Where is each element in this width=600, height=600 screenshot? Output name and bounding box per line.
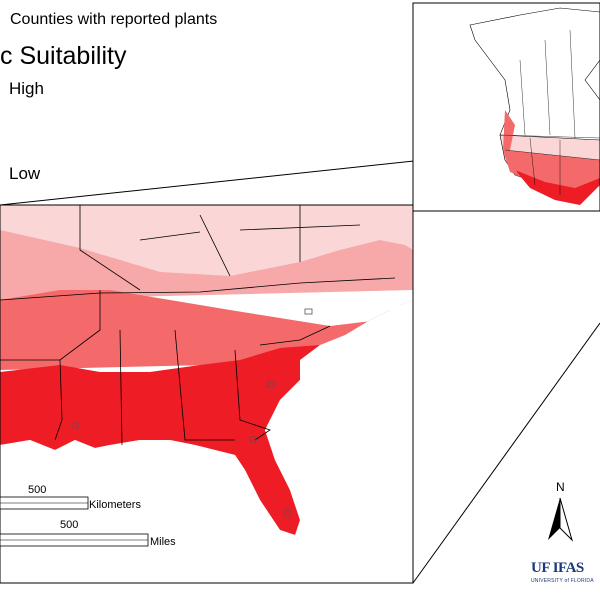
north-arrow-label: N	[556, 480, 565, 494]
inset-connector-bottom	[412, 322, 600, 584]
legend-title: c Suitability	[0, 42, 127, 70]
scale-km-value: 500	[28, 484, 47, 496]
scale-km-unit: Kilometers	[89, 499, 141, 511]
state-borders	[0, 205, 396, 446]
north-america-inset	[412, 2, 600, 212]
scale-mi-unit: Miles	[150, 536, 176, 548]
legend-high-label: High	[9, 79, 44, 98]
legend-low-label: Low	[9, 164, 41, 183]
ufifas-logo: UF IFAS	[531, 560, 584, 576]
scale-bar	[0, 496, 149, 547]
main-map-frame	[0, 204, 414, 584]
north-arrow	[548, 497, 574, 542]
county-markers	[72, 308, 313, 517]
scale-mi-value: 500	[60, 519, 79, 531]
southeast-us-map	[0, 204, 414, 584]
atlantic-ocean	[265, 300, 413, 583]
legend-counties-label: Counties with reported plants	[10, 11, 218, 28]
zone-high	[0, 310, 390, 535]
gulf-of-mexico	[0, 440, 300, 583]
ufifas-logo-subtext: UNIVERSITY of FLORIDA	[531, 578, 594, 584]
